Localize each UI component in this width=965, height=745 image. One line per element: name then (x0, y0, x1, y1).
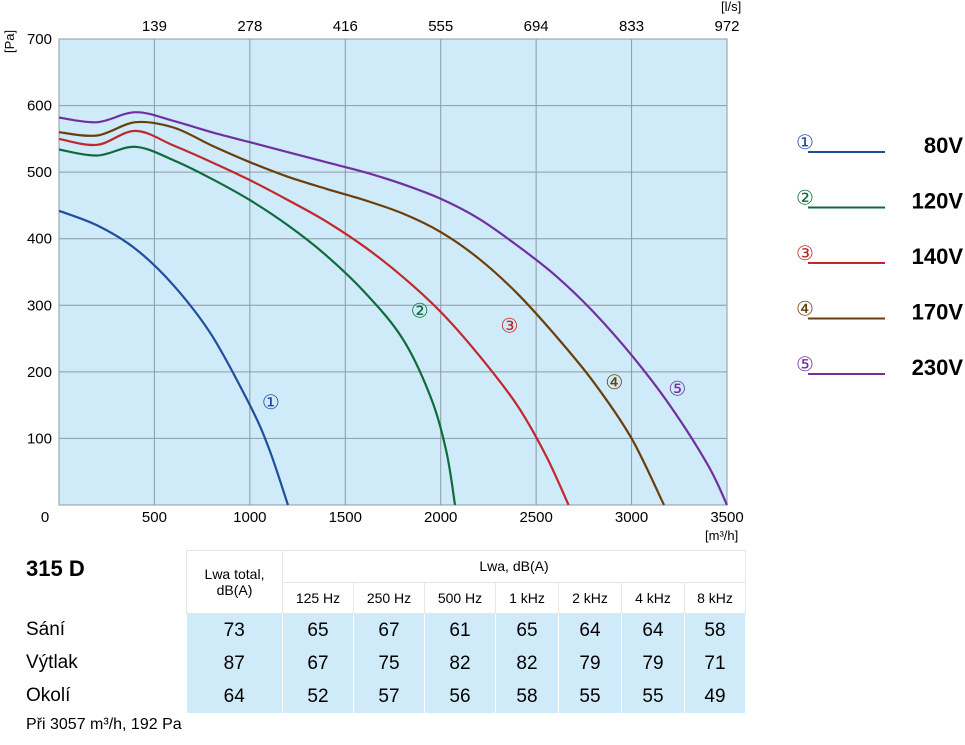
cell: 49 (684, 680, 746, 713)
cell: 55 (558, 680, 622, 713)
x2-tick-label: 278 (237, 18, 262, 35)
curve-140V (58, 129, 570, 506)
chart-grid (58, 38, 728, 506)
cell: 57 (353, 680, 425, 713)
cell: 82 (495, 647, 559, 680)
table-row: 87 67 75 82 82 79 79 71 (186, 647, 746, 680)
curve-230V (58, 111, 728, 506)
cell: 67 (353, 613, 425, 647)
legend-label: 170V (912, 300, 964, 325)
row-label-discharge: Výtlak (26, 652, 78, 673)
cell: 56 (424, 680, 496, 713)
table-row: 73 65 67 61 65 64 64 58 (186, 613, 746, 647)
cell: 64 (621, 613, 685, 647)
y-tick-label: 300 (27, 297, 52, 314)
legend-label: 140V (912, 244, 964, 269)
x-unit-label: [m³/h] (705, 528, 738, 543)
x2-unit-label: [l/s] (721, 0, 741, 14)
y-tick-label: 200 (27, 364, 52, 381)
chart-legend: ① 80V ② 120V ③ 140V ④ 170V ⑤ 230V (796, 130, 963, 380)
legend-symbol: ① (796, 130, 814, 154)
cell: 67 (282, 647, 354, 680)
legend-label: 230V (912, 355, 964, 380)
cell: 52 (282, 680, 354, 713)
x2-tick-label: 555 (428, 18, 453, 35)
cell: 58 (684, 613, 746, 647)
chart-ticks: 0 500 1000 1500 2000 2500 3000 3500 139 278 416 555… (27, 18, 744, 526)
freq-header: 500 Hz (424, 581, 496, 614)
x-tick-label: 3500 (710, 509, 743, 526)
y-tick-label: 400 (27, 231, 52, 248)
fan-performance-chart: ① ② ③ ④ ⑤ 0 500 1000 1500 2000 2500 3000 3500 139 278… (2, 0, 963, 543)
curve-80V (58, 209, 290, 506)
row-label-suction: Sání (26, 619, 66, 640)
y-tick-label: 500 (27, 164, 52, 181)
cell: 58 (495, 680, 559, 713)
curve-label: ④ (605, 370, 623, 394)
cell: 71 (684, 647, 746, 680)
y-tick-label: 600 (27, 98, 52, 115)
freq-header: 250 Hz (353, 581, 425, 614)
legend-symbol: ③ (796, 241, 814, 265)
x-tick-label: 1500 (329, 509, 362, 526)
curve-label: ① (262, 390, 280, 414)
x2-tick-label: 972 (714, 18, 739, 35)
lwa-total-header: Lwa total, dB(A) (186, 550, 283, 614)
x2-tick-label: 139 (142, 18, 167, 35)
x2-tick-label: 416 (333, 18, 358, 35)
y-unit-label: [Pa] (2, 30, 17, 53)
x-tick-label: 500 (142, 509, 167, 526)
cell: 65 (495, 613, 559, 647)
chart-curves: ① ② ③ ④ ⑤ (58, 111, 728, 506)
cell: 75 (353, 647, 425, 680)
model-name: 315 D (26, 556, 85, 581)
legend-symbol: ⑤ (796, 352, 814, 376)
legend-symbol: ④ (796, 297, 814, 321)
cell: 65 (282, 613, 354, 647)
x-tick-label: 3000 (615, 509, 648, 526)
x-tick-label: 2500 (519, 509, 552, 526)
plot-border (58, 38, 728, 506)
curve-120V (58, 145, 457, 506)
curve-170V (58, 120, 665, 506)
curve-label: ⑤ (668, 377, 686, 401)
noise-table: Lwa total, dB(A) Lwa, dB(A) 125 Hz 250 H… (186, 550, 746, 713)
freq-header: 2 kHz (558, 581, 622, 614)
row-label-surrounding: Okolí (26, 685, 71, 706)
legend-symbol: ② (796, 186, 814, 210)
freq-header: 1 kHz (495, 581, 559, 614)
y-tick-label: 100 (27, 430, 52, 447)
cell: 82 (424, 647, 496, 680)
freq-header: 8 kHz (684, 581, 746, 614)
cell: 64 (558, 613, 622, 647)
footnote: Při 3057 m³/h, 192 Pa (26, 716, 182, 733)
cell-total: 87 (186, 647, 283, 680)
cell-total: 64 (186, 680, 283, 713)
cell: 61 (424, 613, 496, 647)
x-tick-label: 2000 (424, 509, 457, 526)
y-tick-label: 700 (27, 31, 52, 48)
cell-total: 73 (186, 613, 283, 647)
curve-label: ③ (500, 313, 518, 337)
lwa-header: Lwa, dB(A) (282, 550, 746, 583)
curve-label: ② (411, 299, 429, 323)
freq-header: 4 kHz (621, 581, 685, 614)
freq-header: 125 Hz (282, 581, 354, 614)
cell: 79 (558, 647, 622, 680)
x-tick-label: 0 (41, 509, 49, 526)
x2-tick-label: 833 (619, 18, 644, 35)
table-row: 64 52 57 56 58 55 55 49 (186, 680, 746, 713)
legend-label: 120V (912, 189, 964, 214)
x-tick-label: 1000 (233, 509, 266, 526)
legend-label: 80V (924, 133, 963, 158)
x2-tick-label: 694 (524, 18, 549, 35)
plot-area (59, 39, 727, 505)
cell: 79 (621, 647, 685, 680)
cell: 55 (621, 680, 685, 713)
